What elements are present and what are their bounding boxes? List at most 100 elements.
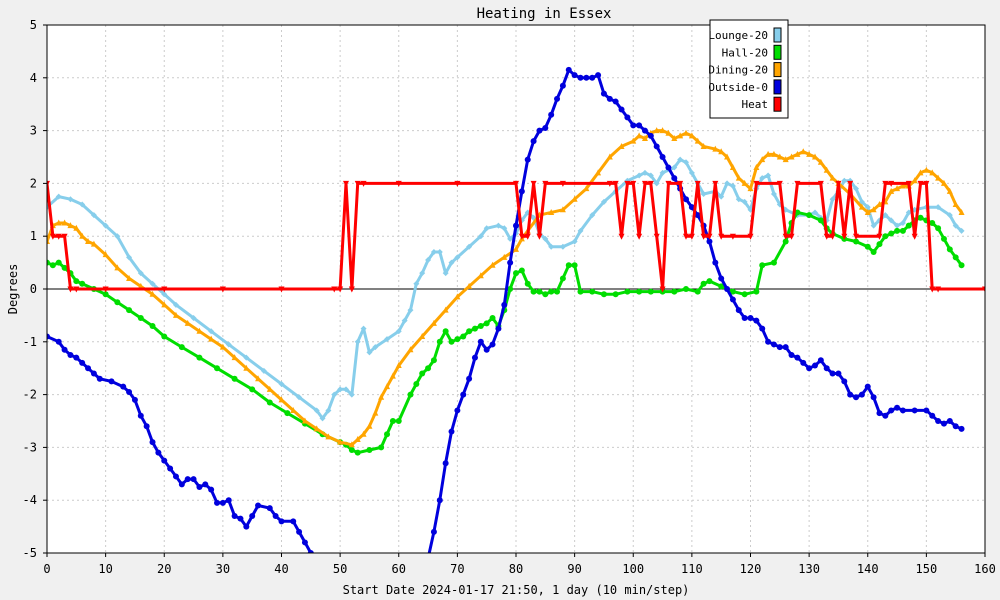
data-point-lounge-20 [765,172,772,179]
data-point-hall-20 [513,270,519,277]
legend-label: Heat [742,98,769,111]
data-point-hall-20 [565,262,572,269]
data-point-heat [61,233,68,240]
data-point-outside-0 [155,449,162,456]
data-point-hall-20 [864,243,871,250]
data-point-heat [337,286,344,293]
data-point-outside-0 [466,375,473,382]
data-point-dining-20 [366,422,373,429]
data-point-outside-0 [161,457,168,464]
data-point-lounge-20 [888,217,895,224]
data-point-hall-20 [612,291,619,298]
data-point-outside-0 [396,576,402,582]
data-point-lounge-20 [161,291,168,298]
data-point-heat [624,180,631,187]
data-point-outside-0 [653,143,660,150]
data-point-dining-20 [659,127,666,134]
data-point-hall-20 [899,227,906,234]
data-point-dining-20 [243,364,250,371]
data-point-hall-20 [706,278,713,285]
data-point-heat [454,180,461,187]
data-point-outside-0 [530,138,537,145]
data-point-lounge-20 [208,328,215,335]
data-point-outside-0 [90,370,97,377]
data-point-heat [688,233,695,240]
data-point-outside-0 [120,383,127,390]
data-point-hall-20 [73,278,80,285]
data-point-dining-20 [595,169,602,176]
data-point-hall-20 [79,280,86,287]
data-point-dining-20 [47,237,50,244]
data-point-outside-0 [958,425,965,432]
data-point-lounge-20 [548,243,555,250]
data-point-heat [817,180,824,187]
data-point-lounge-20 [436,249,443,256]
data-point-outside-0 [770,341,777,348]
data-point-outside-0 [137,412,144,419]
data-point-lounge-20 [137,270,144,277]
data-point-hall-20 [413,381,420,388]
data-point-outside-0 [361,568,367,574]
data-point-lounge-20 [636,172,643,179]
data-point-outside-0 [513,222,519,229]
data-point-heat [677,180,684,187]
data-point-hall-20 [554,288,561,295]
data-point-outside-0 [894,404,901,411]
data-point-outside-0 [483,346,490,353]
data-point-heat [348,286,355,293]
data-point-heat [513,180,519,187]
data-point-outside-0 [600,90,607,97]
data-point-outside-0 [73,354,80,361]
data-point-dining-20 [759,156,766,163]
data-point-dining-20 [360,430,367,437]
y-tick-label: 0 [30,282,37,296]
data-point-outside-0 [835,370,842,377]
data-point-hall-20 [384,431,391,438]
data-point-lounge-20 [337,386,344,393]
data-point-lounge-20 [718,193,725,200]
data-point-hall-20 [161,333,168,340]
data-point-dining-20 [917,169,924,176]
data-point-outside-0 [202,481,209,488]
data-point-outside-0 [314,555,320,561]
data-point-outside-0 [407,568,413,574]
y-tick-label: 4 [30,71,37,85]
data-point-lounge-20 [477,233,484,240]
data-point-hall-20 [770,259,777,266]
data-point-dining-20 [940,179,947,186]
data-point-dining-20 [313,425,320,432]
x-tick-label: 150 [916,562,938,576]
data-point-lounge-20 [935,204,942,211]
data-point-dining-20 [384,383,391,390]
data-point-lounge-20 [401,317,408,324]
x-tick-label: 100 [622,562,644,576]
data-point-lounge-20 [190,315,197,322]
x-tick-label: 90 [567,562,581,576]
data-point-outside-0 [630,122,637,129]
data-point-dining-20 [489,261,496,268]
data-point-dining-20 [114,264,121,271]
data-point-outside-0 [706,238,713,245]
data-point-dining-20 [712,145,719,152]
data-point-heat [49,233,56,240]
data-point-lounge-20 [729,183,736,190]
data-point-lounge-20 [442,270,449,277]
data-point-dining-20 [61,219,68,226]
data-point-dining-20 [196,327,203,334]
data-point-outside-0 [325,561,331,567]
data-point-hall-20 [366,447,373,454]
data-point-outside-0 [864,383,871,390]
data-point-heat [73,286,80,293]
data-point-heat [618,233,625,240]
data-point-outside-0 [636,122,643,129]
data-point-hall-20 [149,322,156,329]
data-point-dining-20 [747,185,754,192]
data-point-outside-0 [296,528,303,535]
legend: Lounge-20 Hall-20 Dining-20 Outside-0 Heat [708,19,789,119]
data-point-outside-0 [495,325,502,332]
data-point-outside-0 [841,378,848,385]
data-point-hall-20 [425,365,432,372]
data-point-heat [395,180,402,187]
data-point-hall-20 [870,249,877,256]
